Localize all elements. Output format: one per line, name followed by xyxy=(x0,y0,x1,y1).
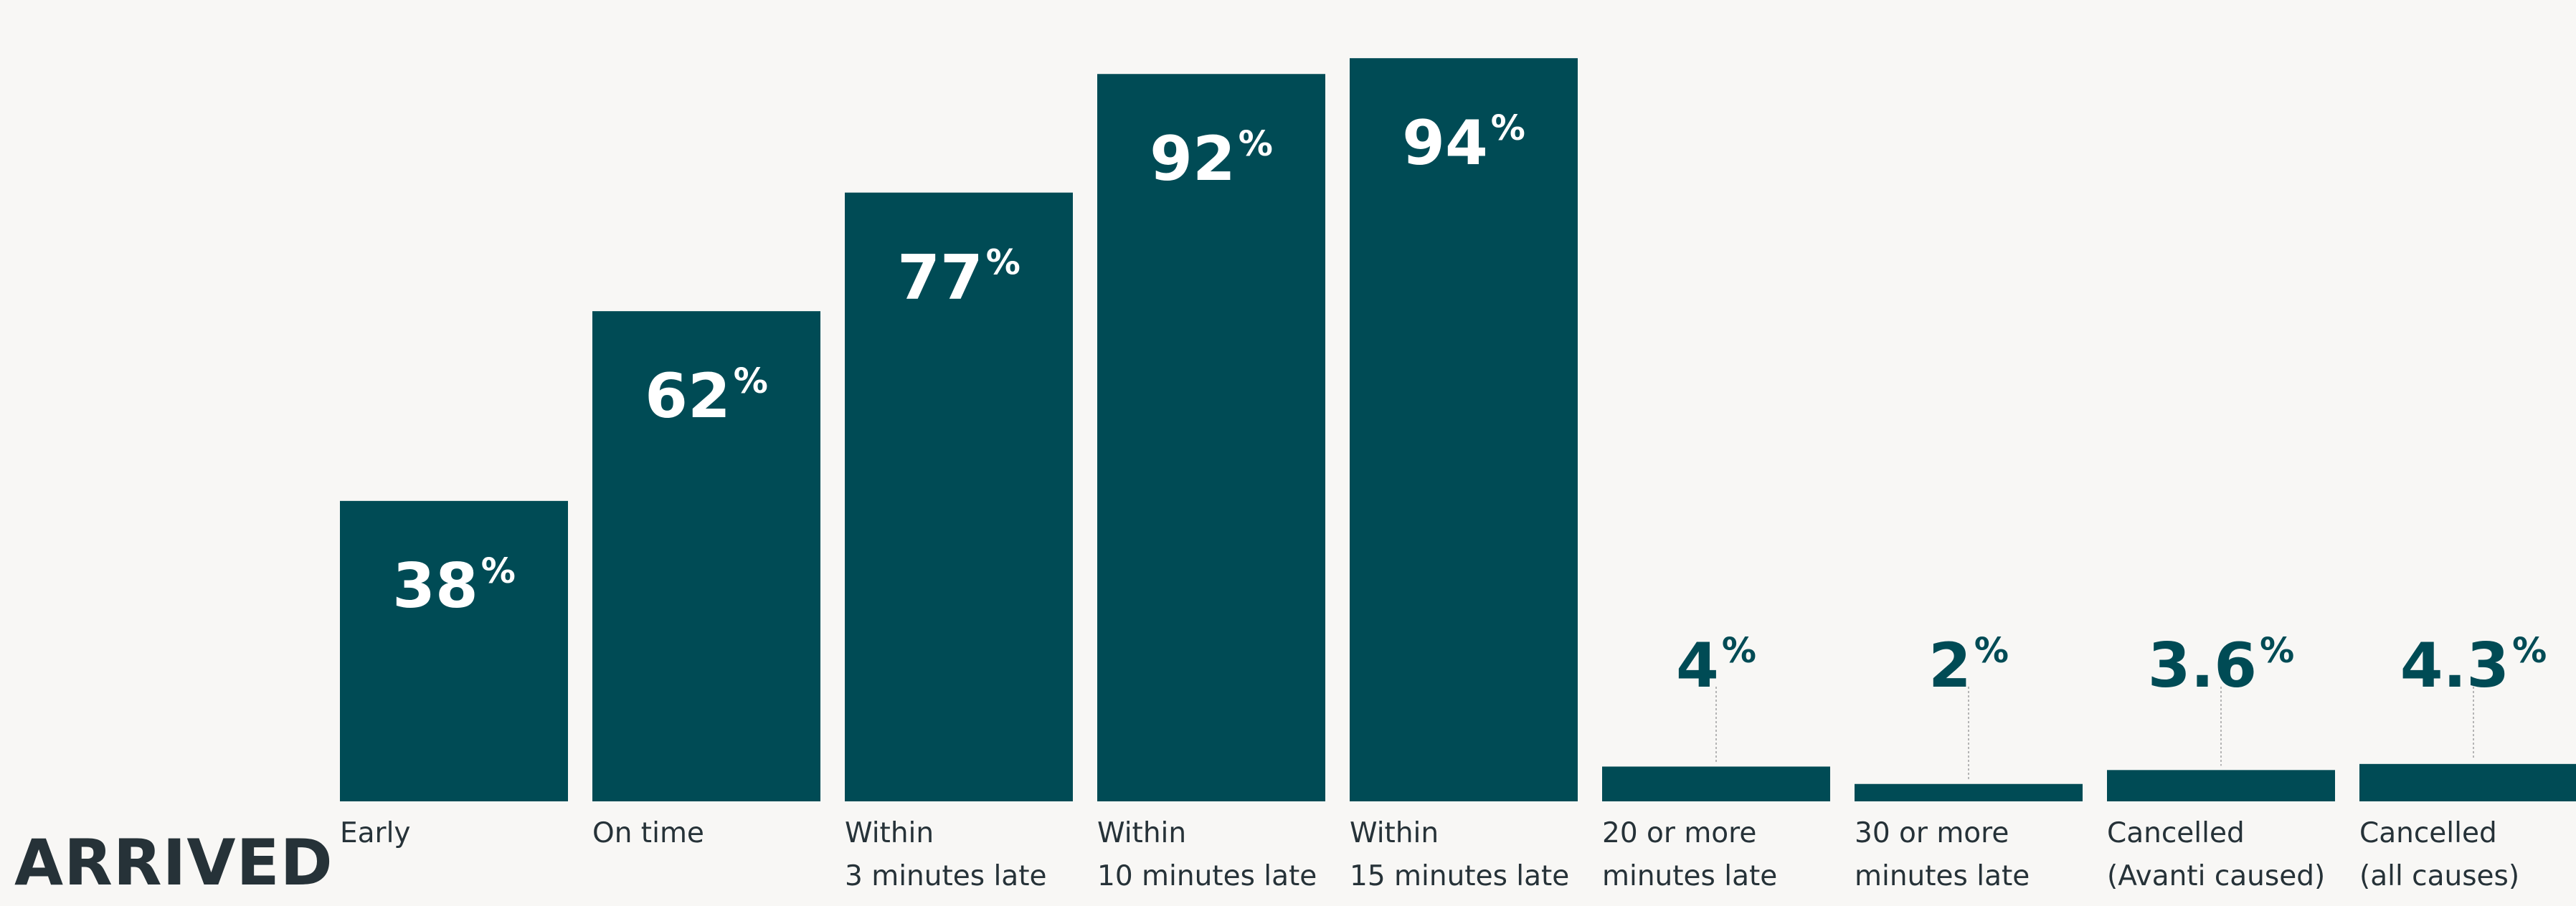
category-label-3-0: Within xyxy=(1097,817,1186,849)
category-label-2-0: Within xyxy=(845,817,934,849)
value-label-5: 4% xyxy=(1676,630,1756,702)
bar-1 xyxy=(592,311,820,801)
category-label-1-0: On time xyxy=(592,817,704,849)
value-label-2: 77% xyxy=(897,242,1021,314)
bar-5 xyxy=(1602,766,1830,801)
category-label-0-0: Early xyxy=(340,817,411,849)
category-label-5-0: 20 or more xyxy=(1602,817,1756,849)
category-label-6-0: 30 or more xyxy=(1855,817,2009,849)
section-label-arrived: ARRIVED xyxy=(14,826,333,900)
value-label-0: 38% xyxy=(392,550,516,622)
value-label-8: 4.3% xyxy=(2400,630,2547,702)
category-label-2-1: 3 minutes late xyxy=(845,860,1047,892)
category-label-4-0: Within xyxy=(1350,817,1439,849)
bar-0 xyxy=(340,500,568,801)
bar-8 xyxy=(2359,763,2576,801)
category-label-6-1: minutes late xyxy=(1855,860,2030,892)
category-label-3-1: 10 minutes late xyxy=(1097,860,1317,892)
category-label-8-0: Cancelled xyxy=(2359,817,2497,849)
value-label-7: 3.6% xyxy=(2148,630,2294,702)
value-label-4: 94% xyxy=(1402,108,1525,179)
category-label-7-1: (Avanti caused) xyxy=(2107,860,2325,892)
category-label-7-0: Cancelled xyxy=(2107,817,2245,849)
category-label-4-1: 15 minutes late xyxy=(1350,860,1569,892)
category-label-8-1: (all causes) xyxy=(2359,860,2519,892)
bar-7 xyxy=(2107,770,2335,801)
value-label-1: 62% xyxy=(645,361,768,432)
value-label-6: 2% xyxy=(1928,630,2009,702)
bar-2 xyxy=(845,192,1073,801)
value-label-3: 92% xyxy=(1150,123,1273,195)
category-label-5-1: minutes late xyxy=(1602,860,1777,892)
bar-6 xyxy=(1855,783,2083,801)
bar-3 xyxy=(1097,74,1325,802)
bar-4 xyxy=(1350,58,1578,801)
